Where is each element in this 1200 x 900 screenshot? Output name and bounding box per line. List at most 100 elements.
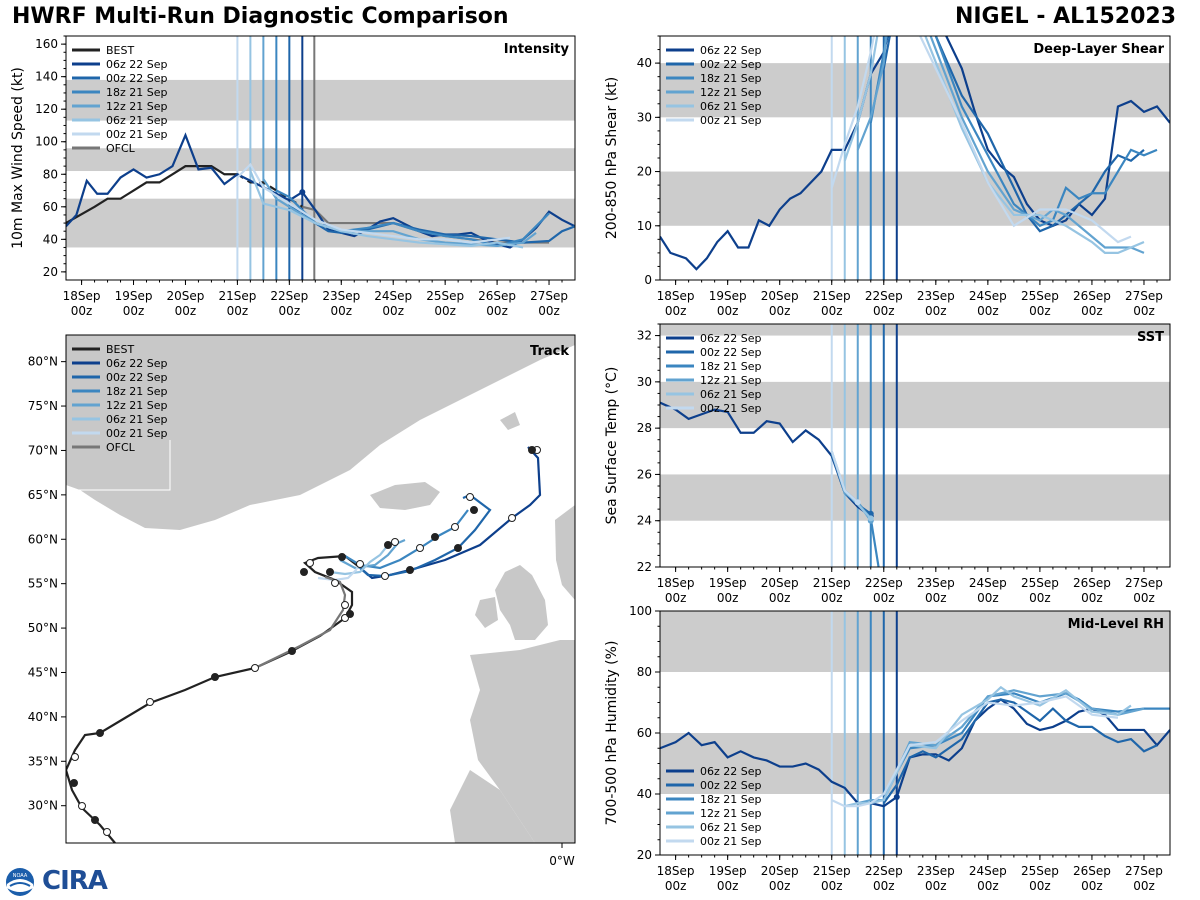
track-marker [211, 673, 219, 681]
x-tick-label: 19Sep [709, 576, 747, 590]
shade-band [660, 63, 1170, 118]
x-tick-sublabel: 00z [769, 591, 791, 605]
x-tick-label: 23Sep [917, 864, 955, 878]
figure-title: HWRF Multi-Run Diagnostic Comparison [12, 4, 509, 29]
x-tick-label: 21Sep [813, 576, 851, 590]
series-line [934, 36, 1158, 228]
x-tick-sublabel: 00z [717, 591, 739, 605]
panel-mid-level-rh: 2040608010018Sep00z19Sep00z20Sep00z21Sep… [604, 604, 1171, 893]
series-marker [894, 0, 900, 1]
x-tick-sublabel: 00z [434, 304, 456, 318]
legend-entry: 06z 21 Sep [700, 388, 762, 401]
track-marker [431, 533, 439, 541]
y-tick-label: 140 [35, 70, 58, 84]
y-axis-label: Sea Surface Temp (°C) [604, 367, 620, 525]
y-tick-label: 22 [637, 560, 652, 574]
shade-band [660, 474, 1170, 521]
x-tick-label: 26Sep [1073, 289, 1111, 303]
y-tick-label: 100 [629, 604, 652, 618]
x-tick-label: 25Sep [426, 289, 464, 303]
x-tick-label: 22Sep [865, 864, 903, 878]
series-line [262, 178, 537, 247]
shade-band [66, 79, 575, 121]
y-tick-label: 0 [644, 273, 652, 287]
x-tick-label: 24Sep [969, 864, 1007, 878]
noaa-logo-text: NOAA [13, 873, 28, 879]
y-tick-label: 20 [637, 848, 652, 862]
x-tick-sublabel: 00z [717, 879, 739, 893]
x-tick-sublabel: 00z [769, 304, 791, 318]
cira-logo-text: CIRA [42, 866, 108, 896]
series-line [882, 698, 1158, 804]
europe-land [470, 640, 575, 843]
x-tick-label: 18Sep [657, 576, 695, 590]
x-tick-label: 18Sep [63, 289, 101, 303]
x-tick-sublabel: 00z [175, 304, 197, 318]
series-line [882, 36, 891, 69]
axes-frame [65, 334, 576, 844]
x-tick-label: 24Sep [374, 289, 412, 303]
x-tick-sublabel: 00z [71, 304, 93, 318]
y-tick-label: 28 [637, 421, 652, 435]
series-line [830, 450, 859, 504]
lat-tick-label: 80°N [28, 355, 58, 369]
series-line [249, 170, 524, 249]
track-marker [391, 538, 399, 546]
x-tick-sublabel: 00z [1081, 591, 1103, 605]
lat-tick-label: 35°N [28, 754, 58, 768]
x-tick-label: 20Sep [761, 289, 799, 303]
series-line [929, 36, 1145, 254]
track-marker [451, 523, 459, 531]
x-tick-sublabel: 00z [1133, 304, 1155, 318]
x-tick-label: 21Sep [813, 864, 851, 878]
series-group [660, 401, 880, 567]
shade-band [660, 611, 1170, 672]
series-line [830, 36, 876, 189]
series-line [895, 698, 1170, 798]
track-marker [454, 544, 462, 552]
x-tick-sublabel: 00z [538, 304, 560, 318]
x-tick-sublabel: 00z [717, 304, 739, 318]
series-group [66, 132, 575, 249]
track-line [254, 575, 347, 669]
x-tick-sublabel: 00z [977, 591, 999, 605]
x-tick-label: 20Sep [761, 576, 799, 590]
x-tick-label: 24Sep [969, 576, 1007, 590]
legend-entry: 06z 22 Sep [700, 332, 762, 345]
x-tick-label: 23Sep [917, 576, 955, 590]
series-group [660, 0, 1170, 271]
track-marker [306, 559, 314, 567]
noaa-logo-icon: NOAA [6, 868, 34, 896]
panel-title: SST [1137, 330, 1164, 345]
cira-logo: NOAA CIRA [4, 866, 114, 896]
africa-land [450, 770, 535, 843]
series-line [934, 36, 1145, 233]
legend-entry: 18z 21 Sep [106, 385, 168, 398]
x-tick-sublabel: 00z [873, 591, 895, 605]
x-tick-label: 23Sep [322, 289, 360, 303]
shade-band [66, 148, 575, 172]
y-tick-label: 100 [35, 135, 58, 149]
x-tick-label: 27Sep [530, 289, 568, 303]
legend-entry: 00z 22 Sep [106, 371, 168, 384]
series-marker [894, 0, 900, 1]
series-marker [867, 515, 874, 522]
x-tick-sublabel: 00z [1133, 591, 1155, 605]
legend-entry: 12z 21 Sep [700, 374, 762, 387]
legend-entry: 00z 22 Sep [700, 779, 762, 792]
panel-title: Intensity [504, 42, 570, 57]
lat-tick-label: 75°N [28, 399, 58, 413]
x-tick-label: 19Sep [709, 864, 747, 878]
x-tick-sublabel: 00z [665, 304, 687, 318]
x-tick-label: 26Sep [1073, 864, 1111, 878]
norway-land [555, 505, 575, 600]
series-line [856, 36, 888, 151]
x-tick-label: 22Sep [865, 289, 903, 303]
panel-track: 30°N 35°N 40°N 45°N 50°N 55°N 60°N 65°N 70°N 75°N… [28, 334, 576, 868]
x-tick-label: 19Sep [709, 289, 747, 303]
legend-entry: 00z 21 Sep [700, 114, 762, 127]
track-marker [96, 729, 104, 737]
